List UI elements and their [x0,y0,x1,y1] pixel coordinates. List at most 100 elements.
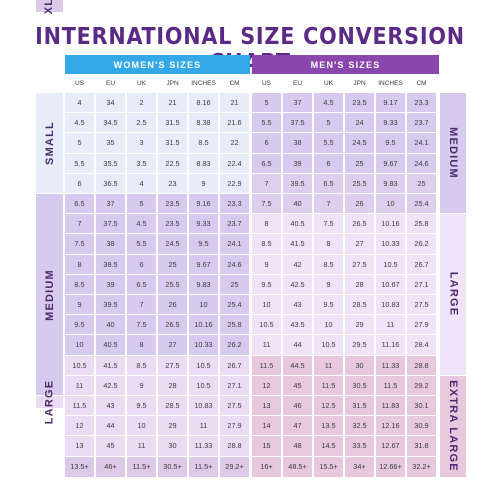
men-cell: 13 [252,396,281,416]
men-cell: 27 [345,234,374,254]
men-cell: 9 [314,274,343,294]
women-cell: 23.5 [158,194,187,214]
women-cell: 13.5+ [65,456,94,477]
men-cell: 10 [252,295,281,315]
men-cell: 8.5 [252,234,281,254]
women-cell: 8 [65,254,94,274]
men-cell: 6.5 [252,153,281,173]
men-cell: 6 [252,133,281,153]
women-cell: 11.5+ [127,456,156,477]
men-cell: 27.1 [407,274,436,294]
men-cell: 43 [283,295,312,315]
men-cell: 10.83 [376,295,405,315]
women-cell: 25.8 [220,315,249,335]
men-cell: 25.8 [407,214,436,234]
men-cell: 45 [283,375,312,395]
women-cell: 9 [189,173,218,193]
men-cell: 10 [314,315,343,335]
men-cell: 6 [314,153,343,173]
women-cell: 25.5 [158,274,187,294]
mens-sizes-header: MEN'S SIZES [252,55,439,74]
women-cell: 22.9 [220,173,249,193]
women-cell: 40.5 [96,335,125,355]
women-cell: 41.5 [96,355,125,375]
women-cell: 28.5 [158,396,187,416]
men-cell: 30 [345,355,374,375]
women-cell: 3 [127,133,156,153]
band-label: XL [43,0,56,15]
right-band-extra-large: EXTRA LARGE [440,375,466,477]
women-cell: 11 [65,375,94,395]
women-cell: 28.8 [220,436,249,456]
women-cell: 21 [220,93,249,113]
men-cell: 32.5 [345,416,374,436]
men-cell: 34+ [345,456,374,477]
women-cell: 9.5 [127,396,156,416]
women-cell: 10.83 [189,396,218,416]
women-cell: 8.83 [189,153,218,173]
women-cell: 5 [65,133,94,153]
men-cell: 42 [283,254,312,274]
men-cell: 30.5 [345,375,374,395]
women-cell: 39 [96,274,125,294]
women-cell: 23.3 [220,194,249,214]
men-cell: 26.2 [407,234,436,254]
men-cell: 25.4 [407,194,436,214]
left-band-large: LARGE [36,380,63,424]
women-cell: 12 [65,416,94,436]
women-cell: 8.5 [65,274,94,294]
women-cell: 9.5 [189,234,218,254]
women-cell: 26.7 [220,355,249,375]
men-cell: 29.2 [407,375,436,395]
men-cell: 10.67 [376,274,405,294]
men-cell: 8 [252,214,281,234]
women-cell: 24.5 [158,234,187,254]
left-band-small: SMALL [36,93,63,193]
women-cell: 40 [96,315,125,335]
men-cell: 12.5 [314,396,343,416]
women-cell: 3.5 [127,153,156,173]
women-cell: 10 [65,335,94,355]
men-cell: 13.5 [314,416,343,436]
men-col-header-us: US [252,77,281,90]
men-col-header-cm: CM [407,77,436,90]
men-cell: 15.5+ [314,456,343,477]
women-col-header-inches: INCHES [189,77,218,90]
women-cell: 23.7 [220,214,249,234]
women-cell: 29.2+ [220,456,249,477]
women-cell: 7.5 [127,315,156,335]
men-cell: 24 [345,113,374,133]
women-col-header-uk: UK [127,77,156,90]
women-cell: 25.4 [220,295,249,315]
men-cell: 12.16 [376,416,405,436]
women-cell: 42.5 [96,375,125,395]
men-col-header-inches: INCHES [376,77,405,90]
men-cell: 29.5 [345,335,374,355]
men-col-header-eu: EU [283,77,312,90]
men-cell: 12.67 [376,436,405,456]
men-cell: 48.5+ [283,456,312,477]
men-cell: 5 [252,93,281,113]
right-band-medium: MEDIUM [440,93,466,214]
men-cell: 25 [407,173,436,193]
men-cell: 7.5 [252,194,281,214]
men-cell: 9.5 [376,133,405,153]
women-cell: 29 [158,416,187,436]
womens-sizes-label: WOMEN'S SIZES [113,59,202,70]
women-cell: 4.5 [127,214,156,234]
women-cell: 8.5 [127,355,156,375]
women-cell: 27.5 [220,396,249,416]
men-cell: 30.9 [407,416,436,436]
men-cell: 15 [252,436,281,456]
women-cell: 8.38 [189,113,218,133]
men-cell: 27.5 [407,295,436,315]
women-cell: 34.5 [96,113,125,133]
men-cell: 9.33 [376,113,405,133]
men-cell: 24.6 [407,153,436,173]
women-cell: 43 [96,396,125,416]
women-cell: 22.4 [220,153,249,173]
men-cell: 28.8 [407,355,436,375]
men-cell: 10.33 [376,234,405,254]
men-cell: 8 [314,234,343,254]
men-cell: 9.67 [376,153,405,173]
